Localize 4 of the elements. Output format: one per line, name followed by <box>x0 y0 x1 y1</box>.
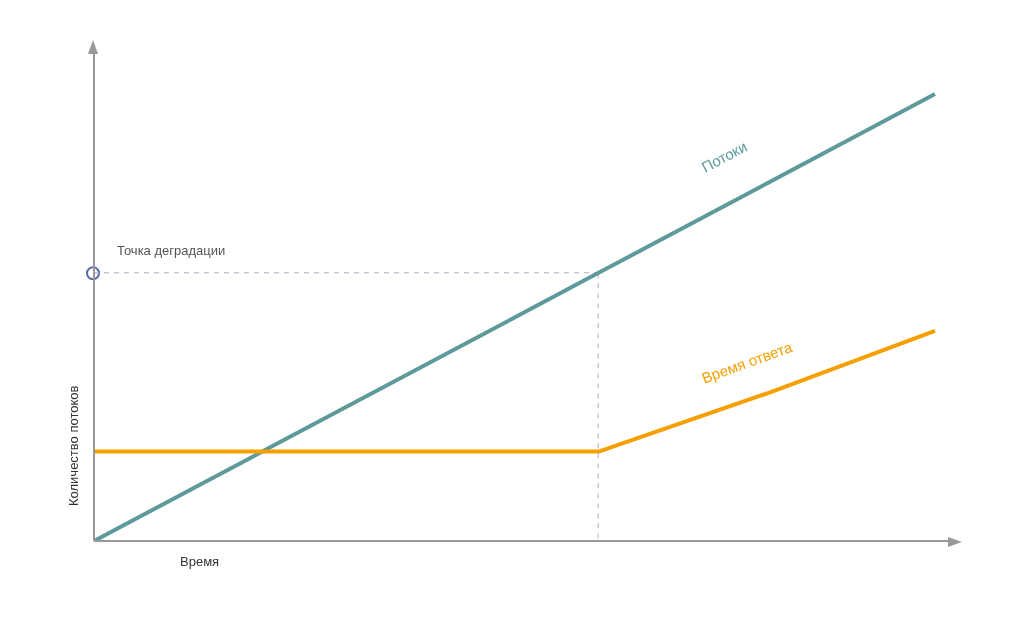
ref-line-label: Точка деградации <box>117 243 226 259</box>
y-axis-title: Количество потоков <box>66 385 81 506</box>
x-axis-title: Время <box>180 554 220 569</box>
text: Время ответа <box>699 337 795 387</box>
